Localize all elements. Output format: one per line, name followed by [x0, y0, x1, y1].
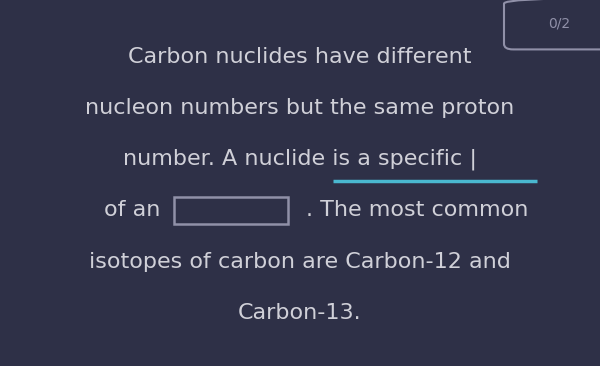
Text: number. A nuclide is a specific |: number. A nuclide is a specific | — [123, 149, 477, 170]
Text: Carbon-13.: Carbon-13. — [238, 303, 362, 323]
Text: isotopes of carbon are Carbon-12 and: isotopes of carbon are Carbon-12 and — [89, 252, 511, 272]
Text: 0/2: 0/2 — [548, 17, 571, 31]
Text: . The most common: . The most common — [306, 201, 528, 220]
Text: Carbon nuclides have different: Carbon nuclides have different — [128, 47, 472, 67]
Text: of an: of an — [104, 201, 160, 220]
Text: nucleon numbers but the same proton: nucleon numbers but the same proton — [85, 98, 515, 118]
